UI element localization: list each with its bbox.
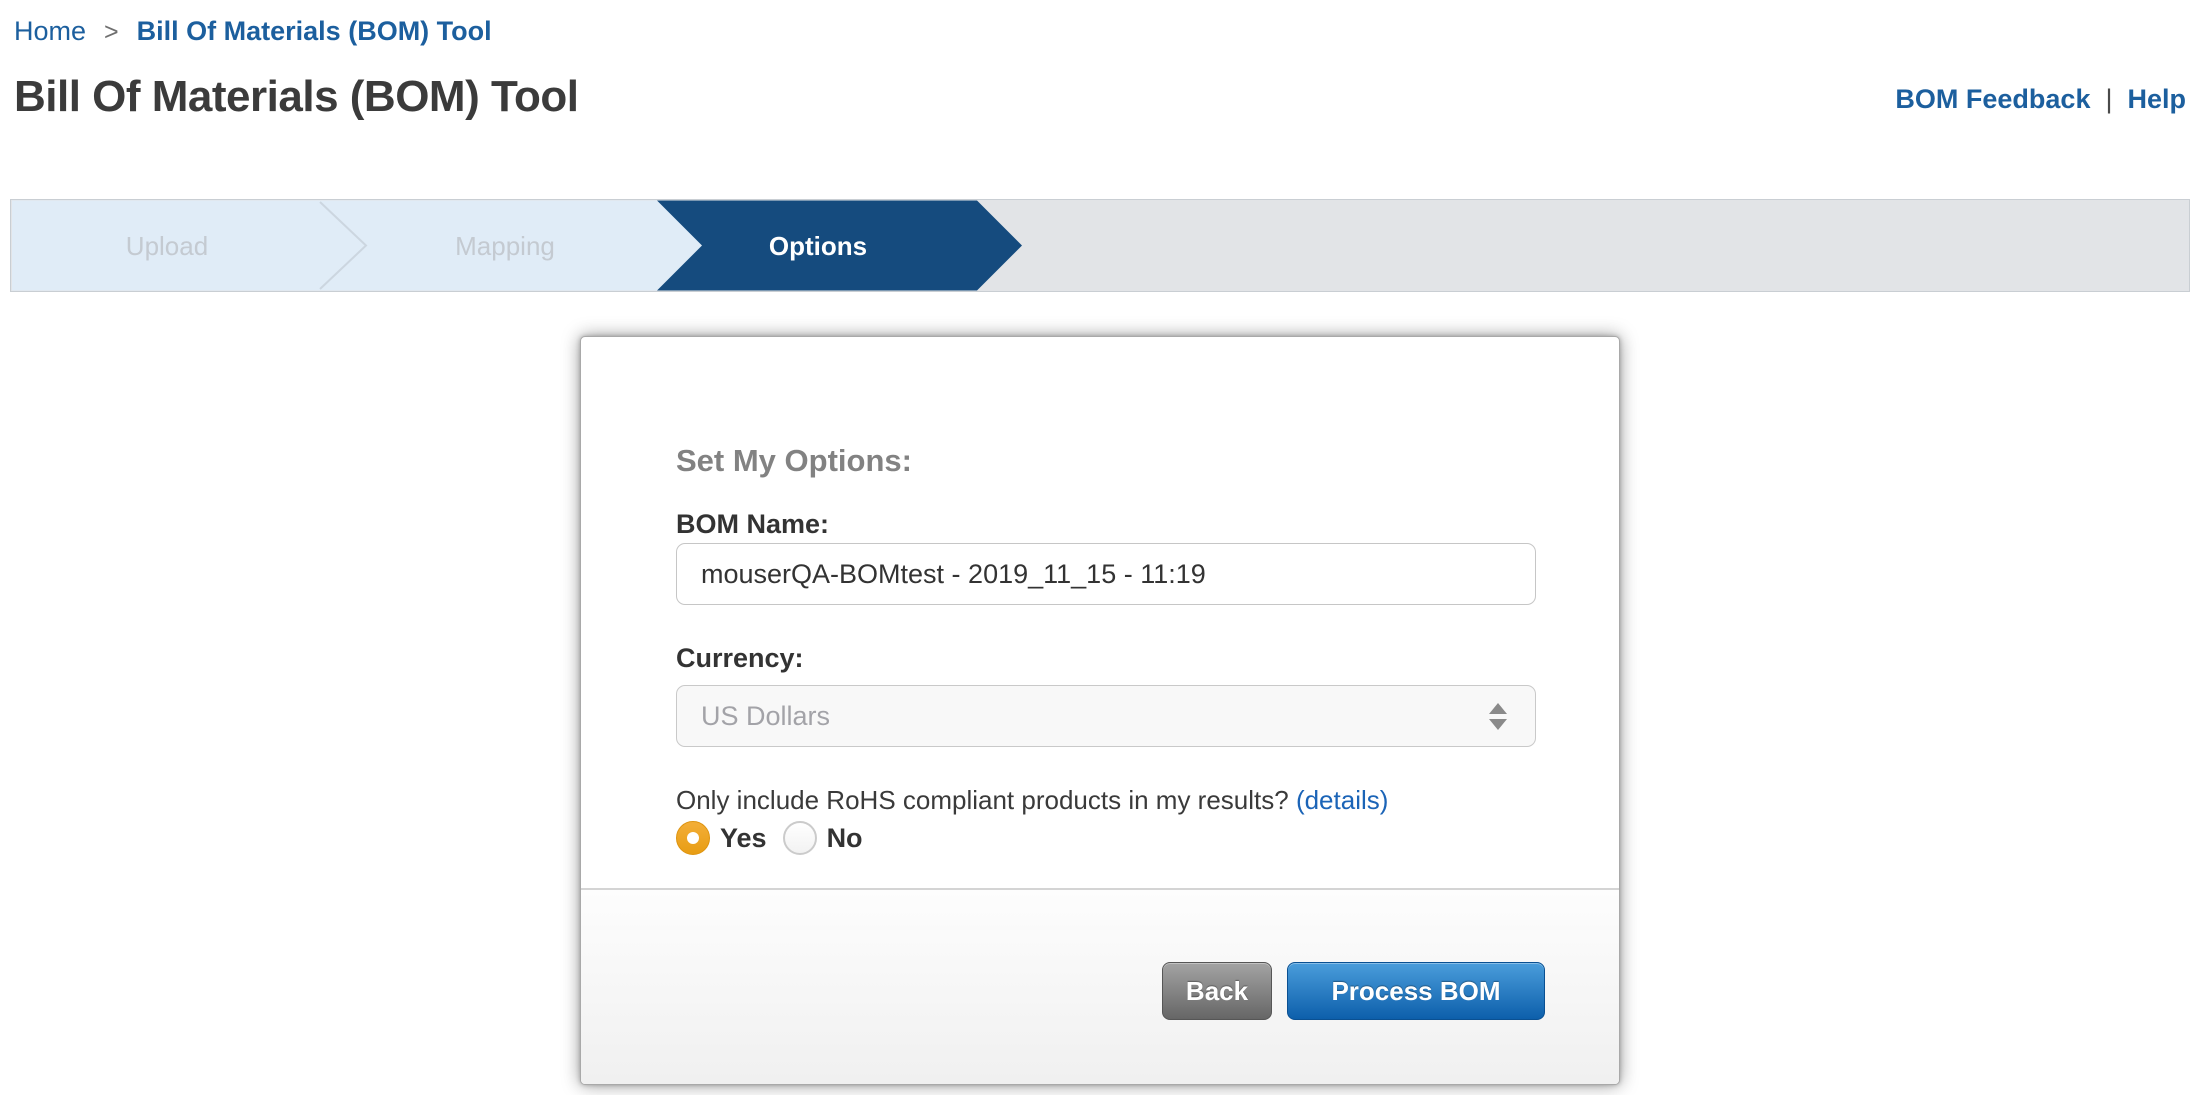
step-options-chevron[interactable] [657,200,1022,291]
rohs-details-link[interactable]: (details) [1295,785,1389,815]
step-options-label[interactable]: Options [769,231,867,261]
header-links: BOM Feedback | Help [1895,84,2186,115]
modal-footer: Back Process BOM [581,888,1619,1084]
up-down-arrows-icon [1489,702,1507,730]
rohs-yes-radio[interactable] [676,821,710,855]
currency-select[interactable]: US Dollars [676,685,1536,747]
link-separator: | [2105,84,2113,114]
rohs-radio-group: Yes No [676,821,879,855]
bom-name-input[interactable] [676,543,1536,605]
help-link[interactable]: Help [2127,84,2186,114]
rohs-question-text: Only include RoHS compliant products in … [676,785,1289,815]
rohs-question-row: Only include RoHS compliant products in … [676,785,1388,816]
breadcrumb-separator: > [104,18,119,46]
bom-name-label: BOM Name: [676,509,830,539]
currency-label: Currency: [676,643,804,673]
bom-feedback-link[interactable]: BOM Feedback [1895,84,2091,114]
step-mapping-label[interactable]: Mapping [455,231,555,261]
page-title: Bill Of Materials (BOM) Tool [14,72,579,121]
rohs-no-label[interactable]: No [826,822,863,853]
step-upload-mapping-bg[interactable] [12,200,702,291]
process-bom-button[interactable]: Process BOM [1287,962,1545,1020]
rohs-yes-label[interactable]: Yes [720,822,767,853]
wizard-stepper: Upload Mapping Options [10,199,2190,292]
currency-selected-value: US Dollars [701,700,831,731]
rohs-no-radio[interactable] [782,821,817,855]
breadcrumb-current-link[interactable]: Bill Of Materials (BOM) Tool [136,16,492,46]
breadcrumb-home-link[interactable]: Home [14,16,87,46]
breadcrumb: Home > Bill Of Materials (BOM) Tool [14,16,492,47]
step-separator-chevron [319,201,368,290]
set-my-options-heading: Set My Options: [676,443,912,478]
back-button[interactable]: Back [1162,962,1272,1020]
footer-buttons: Back Process BOM [1162,962,1545,1020]
step-upload-label[interactable]: Upload [126,231,208,261]
set-options-modal: Set My Options: BOM Name: Currency: US D… [580,336,1620,1085]
